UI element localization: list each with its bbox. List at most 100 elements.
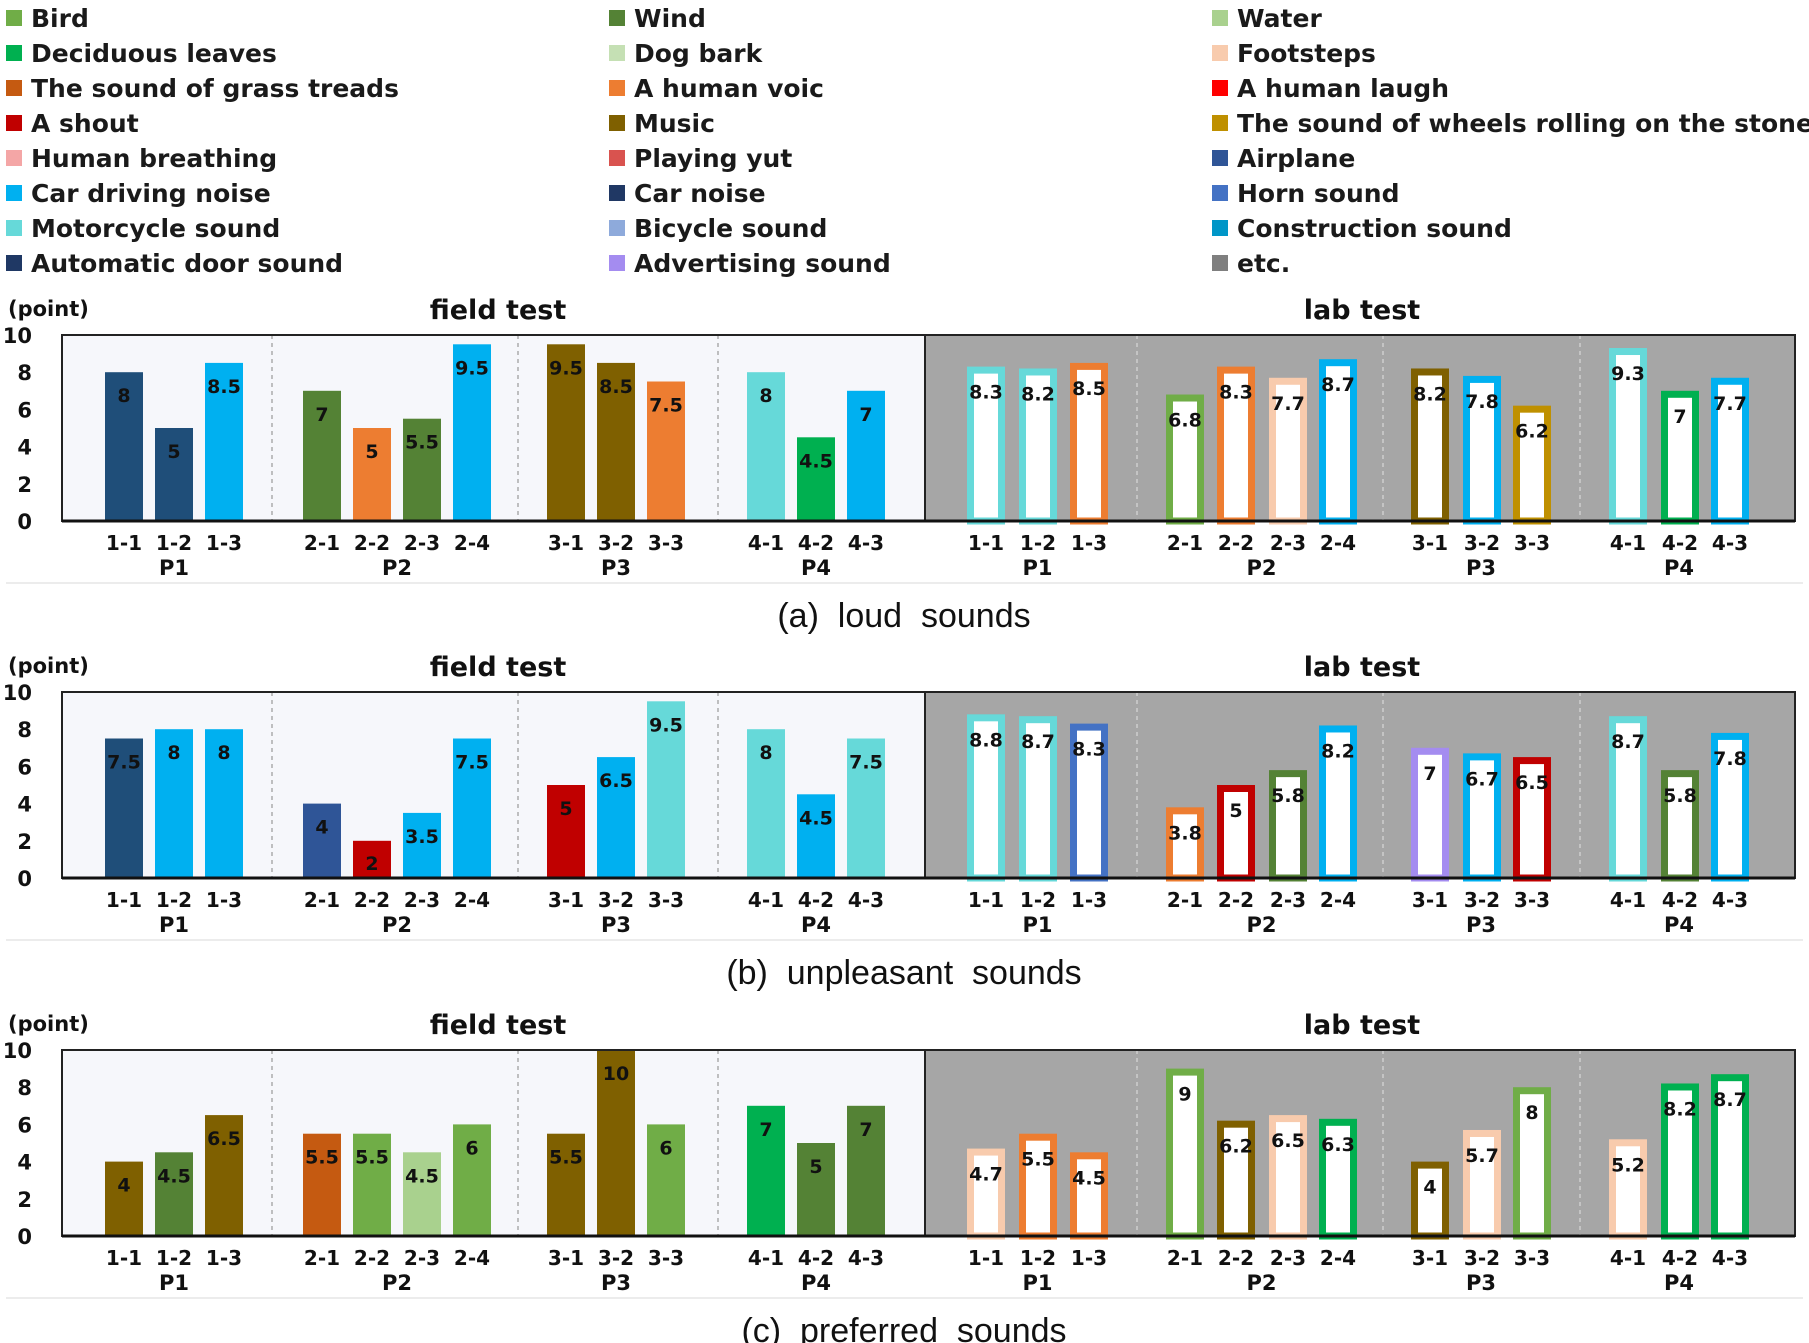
legend-item: Human breathing (6, 142, 277, 174)
field-bar (303, 1133, 341, 1236)
lab-value-label: 5.8 (1663, 785, 1697, 807)
x-tick-label: 4-3 (848, 531, 884, 555)
x-tick-label: 4-2 (798, 1246, 834, 1270)
x-tick-label: 1-1 (106, 1246, 142, 1270)
lab-value-label: 8 (1525, 1102, 1538, 1124)
x-tick-label: 3-3 (648, 1246, 684, 1270)
panel-caption: (a) loud sounds (777, 597, 1030, 635)
lab-value-label: 8.2 (1663, 1098, 1697, 1120)
y-tick-label: 10 (3, 1039, 32, 1063)
x-tick-label: 2-4 (454, 1246, 490, 1270)
lab-bar (1463, 753, 1501, 882)
field-value-label: 4.5 (157, 1165, 191, 1187)
group-label: P4 (1664, 1271, 1694, 1295)
x-tick-label: 4-2 (1662, 1246, 1698, 1270)
field-bar (155, 729, 193, 878)
y-tick-label: 4 (17, 1151, 32, 1175)
field-value-label: 8 (759, 742, 772, 764)
field-bar (353, 428, 391, 521)
legend-label: Wind (634, 3, 706, 33)
field-bar (205, 1115, 243, 1236)
legend-label: The sound of wheels rolling on the stone… (1237, 108, 1809, 138)
lab-bar (1609, 1139, 1647, 1240)
x-tick-label: 4-2 (798, 888, 834, 912)
x-tick-label: 3-1 (548, 888, 584, 912)
x-tick-label: 3-3 (1514, 531, 1550, 555)
x-tick-label: 2-3 (404, 531, 440, 555)
x-tick-label: 4-3 (848, 1246, 884, 1270)
lab-value-label: 7 (1673, 406, 1686, 428)
x-tick-label: 2-1 (1167, 531, 1203, 555)
x-tick-label: 4-1 (1610, 531, 1646, 555)
field-bar (303, 390, 341, 521)
field-bar (155, 428, 193, 521)
group-label: P2 (382, 1271, 412, 1295)
legend-swatch (1212, 10, 1228, 26)
legend-label: Horn sound (1237, 178, 1400, 208)
legend-label: Automatic door sound (31, 248, 344, 278)
legend-label: Deciduous leaves (31, 38, 277, 68)
lab-bar (1019, 368, 1057, 525)
y-unit-label: (point) (8, 654, 89, 678)
x-tick-label: 2-3 (1270, 1246, 1306, 1270)
field-bar (547, 785, 585, 878)
y-tick-label: 10 (3, 324, 32, 348)
x-tick-label: 1-1 (968, 531, 1004, 555)
y-unit-label: (point) (8, 297, 89, 321)
group-label: P4 (801, 913, 831, 937)
field-bar (453, 344, 491, 521)
y-tick-label: 4 (17, 793, 32, 817)
field-value-label: 5.5 (305, 1147, 339, 1169)
field-value-label: 7.5 (649, 395, 683, 417)
x-tick-label: 1-1 (968, 1246, 1004, 1270)
x-tick-label: 3-2 (1464, 1246, 1500, 1270)
legend-label: Advertising sound (634, 248, 891, 278)
field-value-label: 6.5 (599, 770, 633, 792)
legend-swatch (1212, 150, 1228, 166)
lab-value-label: 6.8 (1168, 410, 1202, 432)
field-value-label: 4.5 (799, 450, 833, 472)
field-value-label: 8 (117, 385, 130, 407)
x-tick-label: 2-4 (454, 888, 490, 912)
lab-value-label: 9 (1178, 1084, 1191, 1106)
chart-panel-b: 7.5 8 8 4 2 3.5 7.5 5 6.5 9.5 8 4.5 7.5 8.8 8.7 8.3 3.8 5… (3, 652, 1803, 992)
legend-label: Airplane (1237, 143, 1356, 173)
field-bar (847, 738, 885, 878)
group-label: P1 (1022, 913, 1052, 937)
field-value-label: 4 (315, 817, 328, 839)
lab-value-label: 7.7 (1271, 393, 1305, 415)
legend-label: Water (1237, 3, 1322, 33)
x-tick-label: 3-1 (1412, 531, 1448, 555)
field-bar (747, 372, 785, 521)
y-tick-label: 2 (17, 1188, 32, 1212)
y-tick-label: 2 (17, 473, 32, 497)
x-tick-label: 2-2 (354, 1246, 390, 1270)
chart-panel-c: 4 4.5 6.5 5.5 5.5 4.5 6 5.5 10 6 7 5 7 4.7 5.5 4.5 9 6.2 6… (3, 1010, 1803, 1343)
x-tick-label: 2-2 (1218, 531, 1254, 555)
lab-value-label: 4 (1423, 1177, 1436, 1199)
x-tick-label: 2-4 (454, 531, 490, 555)
x-tick-label: 1-1 (106, 888, 142, 912)
y-tick-label: 8 (17, 361, 32, 385)
legend-label: Bicycle sound (634, 213, 828, 243)
lab-bar (1269, 1115, 1307, 1240)
legend-item: The sound of wheels rolling on the stone… (1212, 107, 1809, 139)
legend-label: Car driving noise (31, 178, 271, 208)
field-bar (155, 1152, 193, 1236)
field-bar (205, 729, 243, 878)
legend-item: Wind (609, 2, 706, 34)
x-tick-label: 2-1 (1167, 1246, 1203, 1270)
legend-swatch (609, 150, 625, 166)
lab-value-label: 6.5 (1515, 772, 1549, 794)
legend-swatch (609, 220, 625, 236)
legend-label: A human voic (634, 73, 824, 103)
field-test-title: field test (430, 295, 567, 326)
x-tick-label: 2-4 (1320, 1246, 1356, 1270)
x-tick-label: 2-3 (404, 888, 440, 912)
lab-value-label: 6.7 (1465, 768, 1499, 790)
legend-swatch (1212, 45, 1228, 61)
group-label: P2 (382, 913, 412, 937)
group-label: P3 (601, 556, 631, 580)
x-tick-label: 4-1 (748, 531, 784, 555)
legend-item: Advertising sound (609, 247, 891, 279)
